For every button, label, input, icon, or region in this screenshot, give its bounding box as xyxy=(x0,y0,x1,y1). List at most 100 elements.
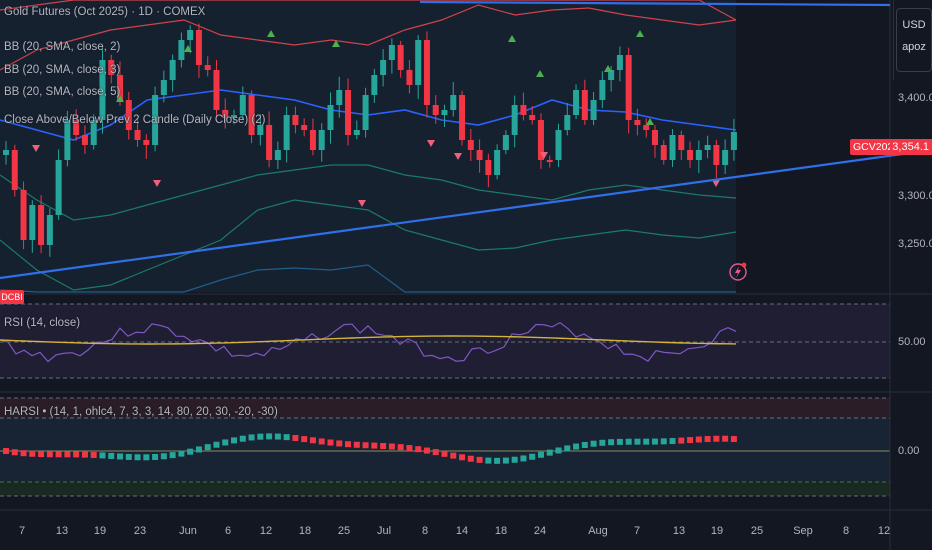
time-axis[interactable]: 7 13 19 23 Jun 6 12 18 25 Jul 8 14 18 24 Aug 7 13 19 25 Sep… xyxy=(19,525,890,537)
candle-body xyxy=(169,60,176,80)
harsi-candle xyxy=(476,456,483,463)
price-label-3250: 3,250.0 xyxy=(898,238,932,250)
harsi-candle xyxy=(406,445,413,452)
candle-body xyxy=(318,130,325,150)
candle-body xyxy=(20,190,27,240)
bb-lower-3 xyxy=(0,199,737,291)
buy-marker-icon xyxy=(116,95,124,102)
candle-body xyxy=(406,70,413,85)
candle-body xyxy=(590,100,597,120)
harsi-candle xyxy=(485,457,492,464)
harsi-candle xyxy=(301,436,308,443)
candle-body xyxy=(64,120,71,160)
sell-marker-icon xyxy=(153,180,161,187)
time-label: 12 xyxy=(878,525,890,537)
harsi-candle xyxy=(651,438,658,445)
harsi-level-label: 0.00 xyxy=(898,445,919,457)
candle-body xyxy=(90,120,97,145)
candle-body xyxy=(415,40,422,85)
candle-body xyxy=(38,205,45,245)
harsi-candle xyxy=(459,454,466,461)
harsi-os-zone xyxy=(0,482,890,496)
harsi-candle xyxy=(143,454,150,461)
harsi-candle xyxy=(29,450,36,457)
time-label: 14 xyxy=(456,525,468,537)
harsi-candle xyxy=(213,441,220,448)
bb-upper-2 xyxy=(0,4,737,71)
time-label: 8 xyxy=(422,525,428,537)
candle-body xyxy=(143,140,150,145)
harsi-candle xyxy=(248,434,255,441)
legend-bb-5[interactable]: BB (20, SMA, close, 5) xyxy=(4,86,121,98)
legend-harsi[interactable]: HARSI • (14, 1, ohlc4, 7, 3, 3, 14, 80, … xyxy=(4,406,278,418)
time-label: 24 xyxy=(534,525,546,537)
harsi-ob-zone xyxy=(0,398,890,418)
candle-body xyxy=(134,130,141,140)
harsi-candle xyxy=(634,438,641,445)
harsi-candle xyxy=(362,442,369,449)
harsi-candle xyxy=(81,451,88,458)
time-label: 12 xyxy=(260,525,272,537)
legend-bb-3[interactable]: BB (20, SMA, close, 3) xyxy=(4,64,121,76)
rsi-pane xyxy=(0,304,890,378)
candle-body xyxy=(46,215,53,245)
bollinger-bands xyxy=(0,0,737,293)
candle-body xyxy=(3,150,9,155)
upper-trendline[interactable] xyxy=(419,0,891,7)
legend-bb-2[interactable]: BB (20, SMA, close, 2) xyxy=(4,41,121,53)
candle-body xyxy=(397,45,404,70)
harsi-candle xyxy=(195,446,202,453)
candle-body xyxy=(187,30,194,40)
candle-body xyxy=(248,95,255,135)
rsi-lines xyxy=(0,321,737,363)
candle-body xyxy=(371,75,378,95)
harsi-candle xyxy=(730,436,737,443)
candle-body xyxy=(309,130,316,150)
candle-body xyxy=(485,160,492,175)
time-label: 19 xyxy=(94,525,106,537)
harsi-candle xyxy=(20,450,27,457)
harsi-candle xyxy=(73,451,80,458)
currency-button[interactable]: USD apoz xyxy=(896,8,932,72)
candle-body xyxy=(29,205,36,240)
candle-body xyxy=(327,105,334,130)
time-label: 13 xyxy=(56,525,68,537)
rsi-ma-line xyxy=(0,335,737,345)
harsi-candle xyxy=(239,435,246,442)
buy-marker-icon xyxy=(267,30,275,37)
harsi-candle xyxy=(546,449,553,456)
harsi-candle xyxy=(529,453,536,460)
harsi-candle xyxy=(117,453,124,460)
harsi-candle xyxy=(581,441,588,448)
candle-body xyxy=(494,150,501,175)
candle-body xyxy=(81,135,88,145)
candle-body xyxy=(511,105,518,135)
candle-body xyxy=(573,90,580,115)
time-label: 7 xyxy=(634,525,640,537)
harsi-candle xyxy=(643,438,650,445)
harsi-candle xyxy=(309,437,316,444)
harsi-candle xyxy=(380,443,387,450)
harsi-candle xyxy=(274,433,281,440)
harsi-candle xyxy=(511,456,518,463)
time-label: Jun xyxy=(179,525,197,537)
harsi-candle xyxy=(3,448,9,454)
candle-body xyxy=(222,110,229,118)
candle-body xyxy=(274,150,281,160)
legend-close-above[interactable]: Close Above/Below Prev 2 Candle (Daily C… xyxy=(4,114,266,126)
rsi-level-label: 50.00 xyxy=(898,336,926,348)
candle-body xyxy=(55,160,62,215)
harsi-candle xyxy=(590,440,597,447)
legend-title[interactable]: Gold Futures (Oct 2025) · 1D · COMEX xyxy=(4,6,206,18)
candle-body xyxy=(695,150,702,160)
lightning-alert-icon[interactable] xyxy=(729,262,747,281)
legend-rsi[interactable]: RSI (14, close) xyxy=(4,317,81,329)
harsi-candle xyxy=(134,454,141,461)
ascending-trendline[interactable] xyxy=(0,148,932,280)
time-label: Aug xyxy=(588,525,608,537)
harsi-candle xyxy=(678,437,685,444)
sell-marker-icon xyxy=(454,153,462,160)
sell-marker-icon xyxy=(32,145,40,152)
sell-marker-icon xyxy=(358,200,366,207)
